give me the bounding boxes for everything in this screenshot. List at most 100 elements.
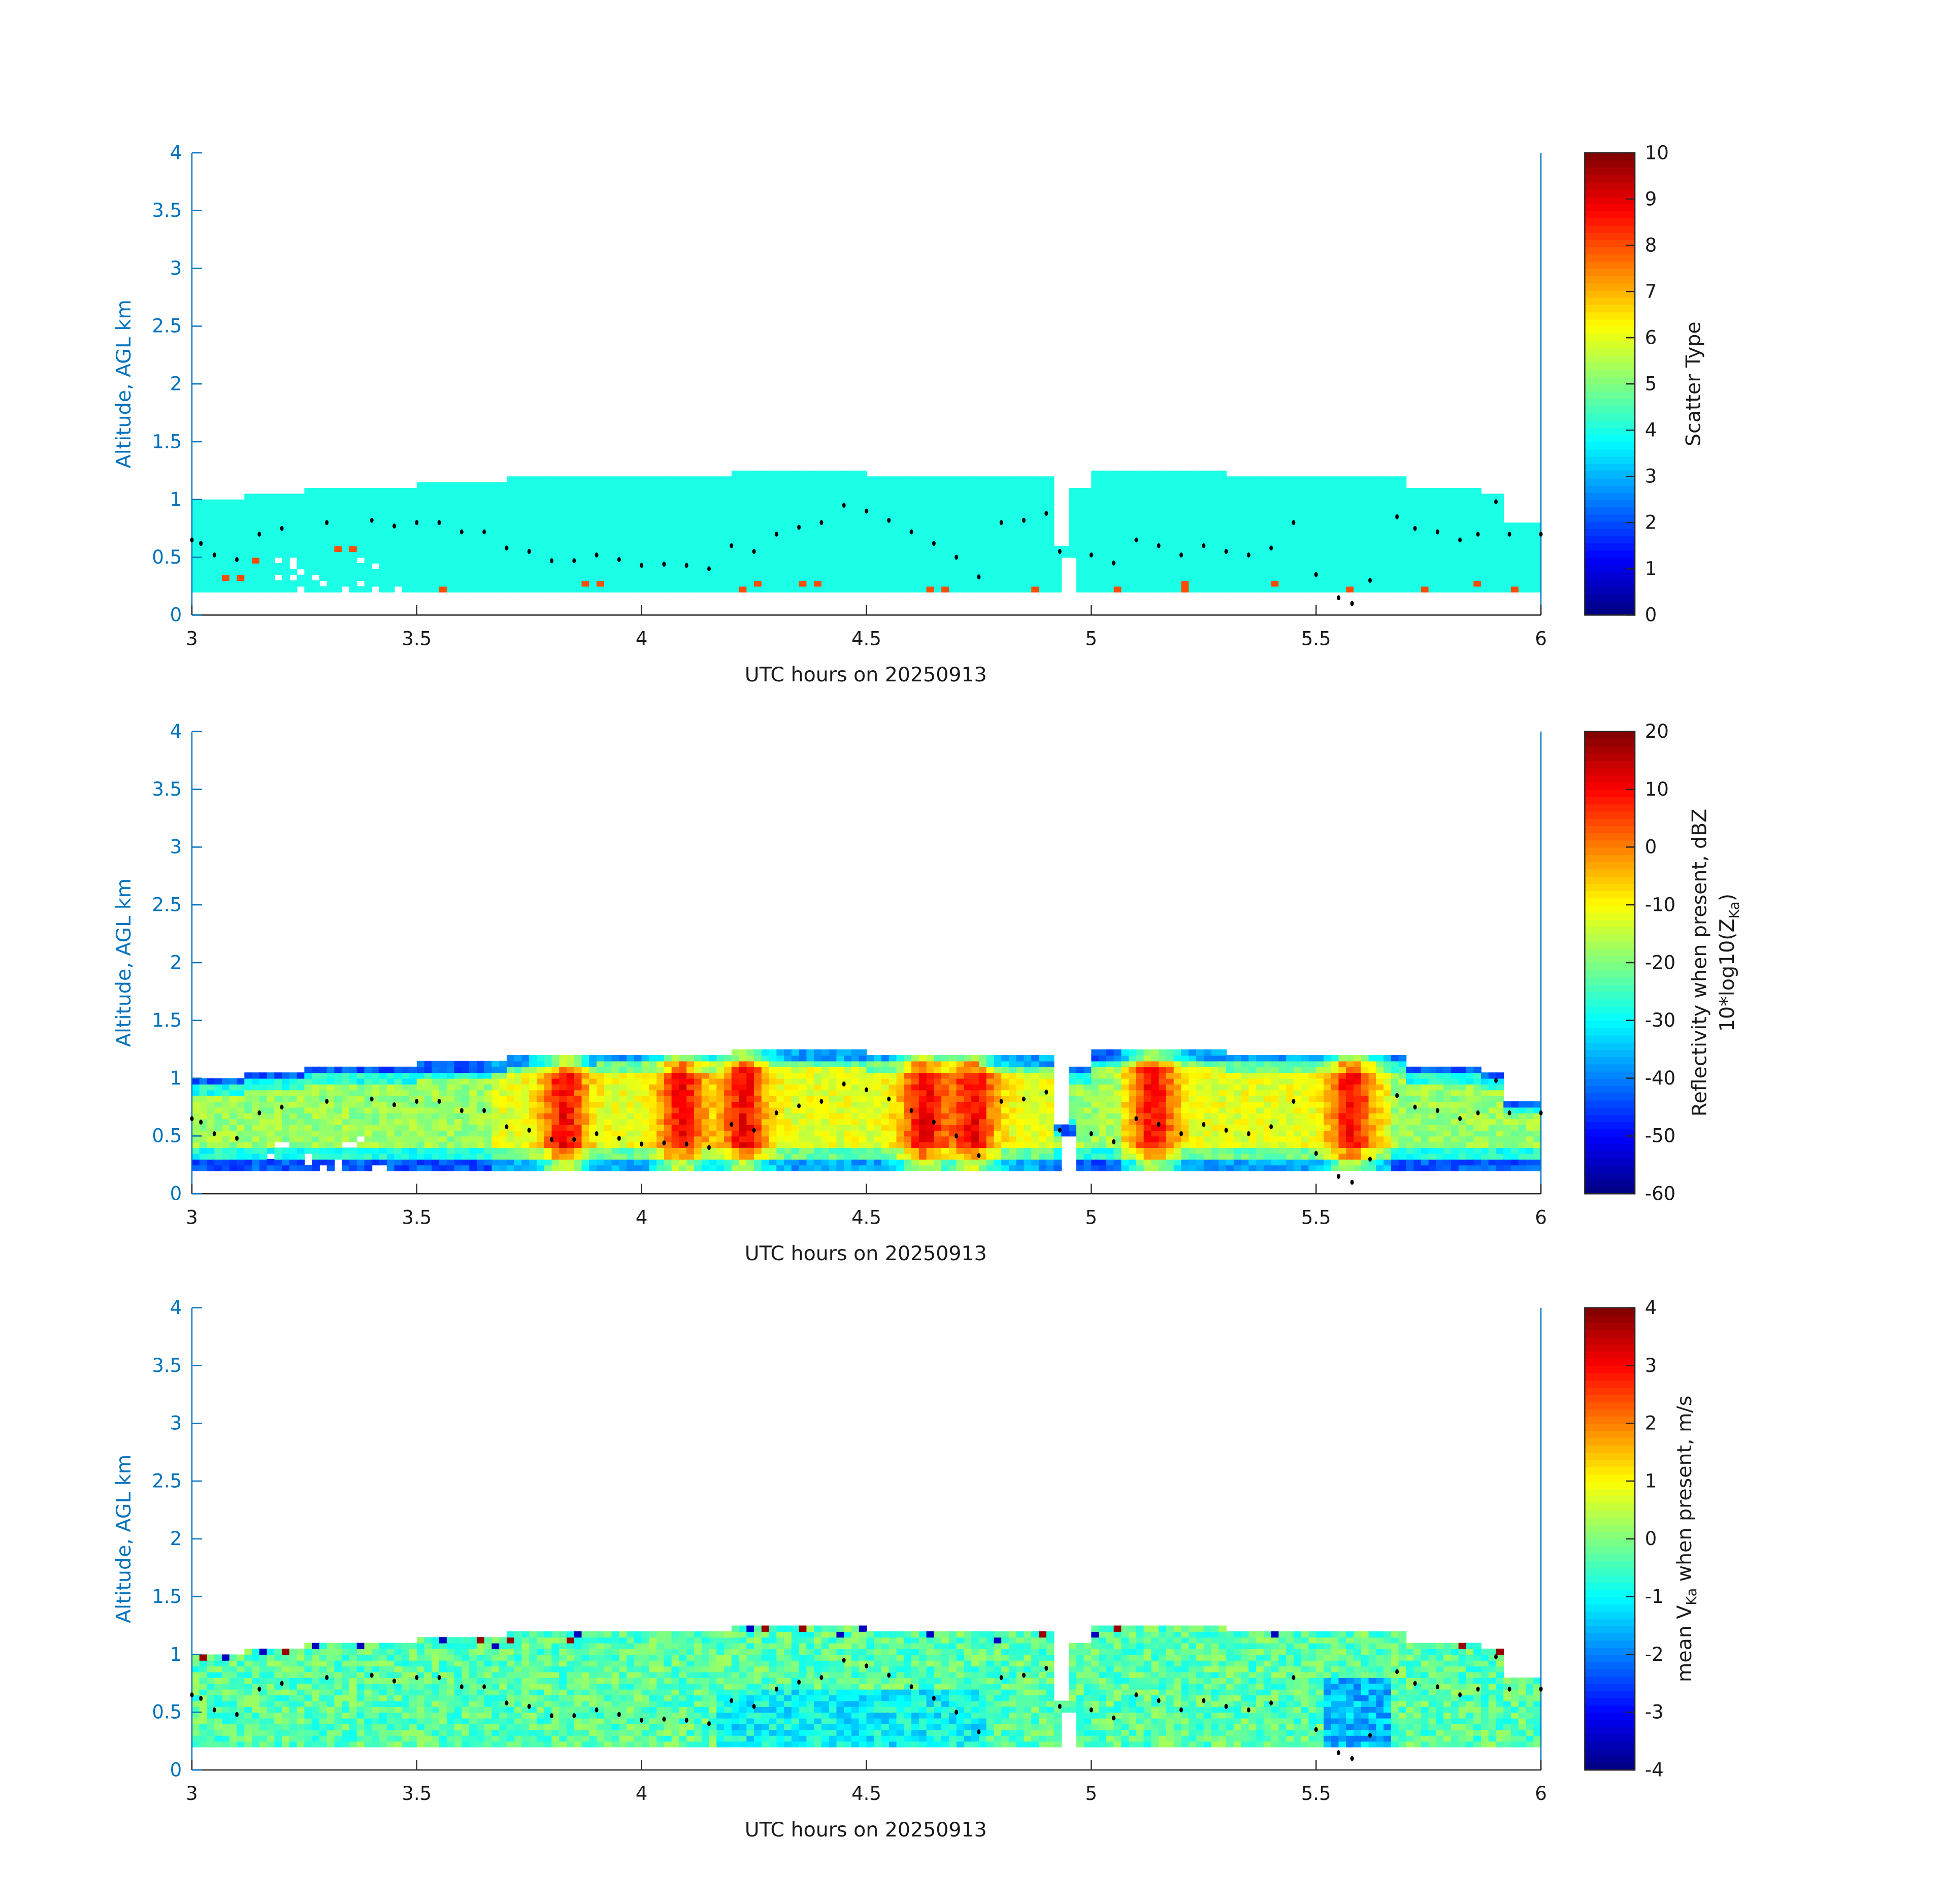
heatmap-cell bbox=[1129, 476, 1137, 483]
heatmap-cell bbox=[499, 574, 507, 581]
heatmap-cell bbox=[259, 494, 268, 500]
colorbar-segment bbox=[1585, 254, 1635, 262]
heatmap-cell bbox=[282, 1119, 290, 1125]
heatmap-cell bbox=[1421, 487, 1429, 495]
heatmap-cell bbox=[656, 482, 665, 488]
heatmap-cell bbox=[1226, 534, 1234, 541]
heatmap-cell bbox=[454, 494, 463, 500]
heatmap-cell bbox=[686, 1136, 695, 1142]
heatmap-cell bbox=[844, 499, 852, 506]
heatmap-cell bbox=[297, 516, 305, 523]
heatmap-cell bbox=[731, 1066, 740, 1073]
heatmap-cell bbox=[356, 1119, 365, 1125]
colorbar-segment bbox=[1585, 275, 1635, 284]
heatmap-cell bbox=[1361, 522, 1369, 529]
heatmap-cell bbox=[567, 1061, 575, 1067]
heatmap-cell bbox=[567, 516, 575, 523]
heatmap-cell bbox=[394, 1147, 403, 1154]
heatmap-cell bbox=[634, 516, 642, 523]
heatmap-cell bbox=[326, 487, 335, 495]
heatmap-cell bbox=[918, 516, 927, 523]
heatmap-cell bbox=[199, 1090, 208, 1096]
heatmap-cell bbox=[649, 534, 657, 541]
overlay-dot bbox=[1539, 532, 1543, 537]
heatmap-cell bbox=[664, 586, 672, 593]
heatmap-cell bbox=[1189, 516, 1197, 523]
heatmap-cell bbox=[356, 1159, 365, 1166]
heatmap-cell bbox=[926, 487, 935, 495]
heatmap-cell bbox=[701, 1095, 710, 1102]
heatmap-cell bbox=[1219, 476, 1227, 483]
heatmap-cell bbox=[567, 1066, 575, 1073]
heatmap-cell bbox=[312, 551, 320, 558]
overlay-dot bbox=[190, 537, 194, 543]
heatmap-cell bbox=[1233, 516, 1242, 523]
heatmap-cell bbox=[1346, 522, 1354, 529]
heatmap-cell bbox=[416, 1159, 425, 1166]
heatmap-cell bbox=[1458, 499, 1467, 506]
heatmap-cell bbox=[1159, 505, 1167, 512]
heatmap-cell bbox=[529, 557, 537, 564]
heatmap-cell bbox=[1143, 569, 1152, 575]
heatmap-cell bbox=[1091, 569, 1100, 575]
heatmap-cell bbox=[1346, 569, 1354, 575]
heatmap-cell bbox=[259, 1101, 268, 1108]
heatmap-cell bbox=[1099, 586, 1107, 593]
heatmap-cell bbox=[881, 499, 890, 506]
y-tick-label: 1.5 bbox=[152, 431, 182, 452]
heatmap-cell bbox=[1301, 545, 1309, 552]
heatmap-cell bbox=[716, 1090, 725, 1096]
heatmap-cell bbox=[1331, 586, 1339, 593]
heatmap-cell bbox=[1001, 487, 1009, 495]
heatmap-cell bbox=[1496, 557, 1504, 564]
heatmap-cell bbox=[342, 1078, 350, 1085]
heatmap-cell bbox=[544, 586, 552, 593]
heatmap-cell bbox=[326, 528, 335, 535]
heatmap-cell bbox=[499, 540, 507, 546]
heatmap-cell bbox=[597, 1095, 605, 1102]
heatmap-cell bbox=[574, 1119, 582, 1125]
heatmap-cell bbox=[506, 557, 515, 564]
heatmap-cell bbox=[1263, 494, 1272, 500]
heatmap-cell bbox=[709, 586, 717, 593]
heatmap-cell bbox=[799, 557, 807, 564]
heatmap-cell bbox=[724, 482, 732, 488]
heatmap-cell bbox=[1219, 494, 1227, 500]
heatmap-cell bbox=[252, 586, 260, 593]
heatmap-cell bbox=[739, 528, 747, 535]
heatmap-cell bbox=[1121, 487, 1130, 495]
heatmap-cell bbox=[484, 1124, 492, 1131]
heatmap-cell bbox=[1024, 482, 1032, 488]
heatmap-cell bbox=[1143, 551, 1152, 558]
heatmap-cell bbox=[334, 1119, 343, 1125]
heatmap-cell bbox=[506, 1095, 515, 1102]
heatmap-cell bbox=[529, 1119, 537, 1125]
heatmap-cell bbox=[559, 1136, 568, 1142]
heatmap-cell bbox=[604, 1061, 612, 1067]
heatmap-cell bbox=[948, 563, 957, 570]
heatmap-cell bbox=[1316, 534, 1324, 541]
heatmap-cell bbox=[701, 1055, 710, 1062]
heatmap-cell bbox=[694, 540, 702, 546]
heatmap-cell bbox=[1196, 574, 1204, 581]
heatmap-cell bbox=[597, 487, 605, 495]
heatmap-cell bbox=[514, 1072, 522, 1079]
heatmap-cell bbox=[1473, 516, 1482, 523]
heatmap-cell bbox=[342, 1130, 350, 1137]
heatmap-cell bbox=[432, 574, 440, 581]
heatmap-cell bbox=[589, 1055, 598, 1062]
heatmap-cell bbox=[191, 1165, 200, 1171]
heatmap-cell bbox=[1099, 545, 1107, 552]
heatmap-cell bbox=[1323, 505, 1332, 512]
heatmap-cell bbox=[559, 534, 568, 541]
heatmap-cell bbox=[1219, 580, 1227, 587]
heatmap-cell bbox=[656, 1095, 665, 1102]
heatmap-cell bbox=[529, 482, 537, 488]
heatmap-cell bbox=[1271, 563, 1279, 570]
heatmap-cell bbox=[469, 1066, 477, 1073]
overlay-dot bbox=[1202, 543, 1206, 548]
heatmap-cell bbox=[1211, 545, 1220, 552]
heatmap-cell bbox=[1196, 534, 1204, 541]
heatmap-cell bbox=[1166, 499, 1174, 506]
heatmap-cell bbox=[312, 1078, 320, 1085]
